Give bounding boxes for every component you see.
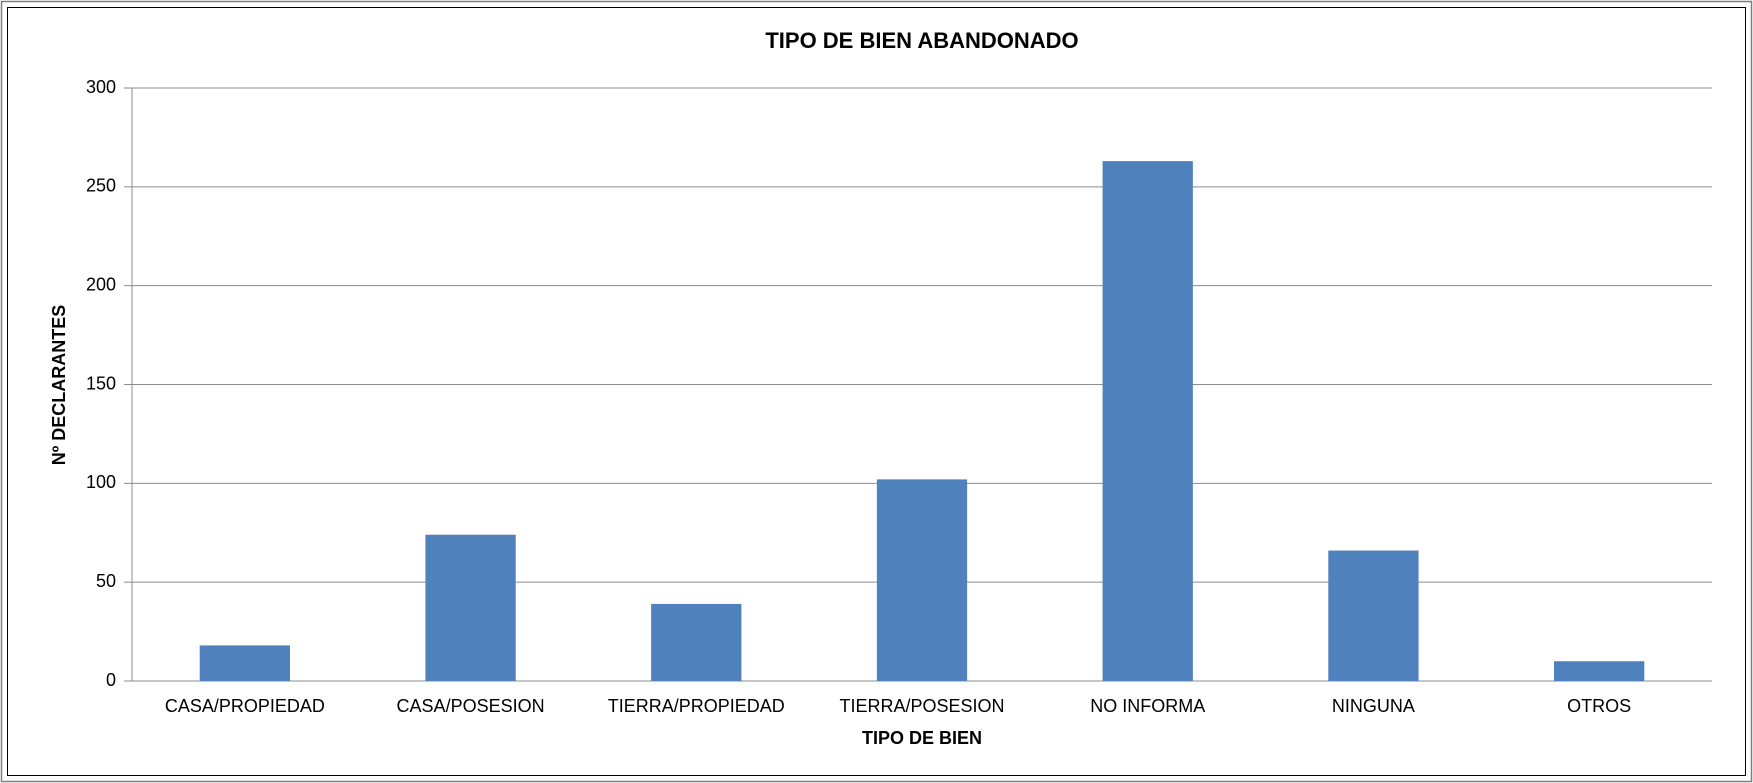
x-tick-label: NINGUNA xyxy=(1332,696,1415,716)
y-tick-label: 50 xyxy=(96,571,116,591)
y-tick-label: 0 xyxy=(106,670,116,690)
bar xyxy=(425,534,516,681)
y-tick-label: 150 xyxy=(86,373,116,393)
bar xyxy=(651,603,742,681)
y-tick-label: 100 xyxy=(86,472,116,492)
x-tick-label: TIERRA/PROPIEDAD xyxy=(608,696,785,716)
bar xyxy=(876,479,968,681)
y-axis-title: Nº DECLARANTES xyxy=(49,305,69,466)
bar xyxy=(1554,661,1645,681)
x-tick-label: NO INFORMA xyxy=(1090,696,1205,716)
bar xyxy=(1102,161,1193,682)
bar xyxy=(199,645,290,681)
chart-title: TIPO DE BIEN ABANDONADO xyxy=(765,28,1078,53)
y-tick-label: 250 xyxy=(86,176,116,196)
y-tick-label: 300 xyxy=(86,77,116,97)
y-tick-label: 200 xyxy=(86,274,116,294)
x-tick-label: TIERRA/POSESION xyxy=(839,696,1004,716)
x-tick-label: OTROS xyxy=(1567,696,1631,716)
bar xyxy=(1328,550,1419,681)
x-tick-label: CASA/PROPIEDAD xyxy=(165,696,325,716)
x-tick-label: CASA/POSESION xyxy=(397,696,545,716)
chart-border xyxy=(7,7,1746,776)
x-axis-title: TIPO DE BIEN xyxy=(862,728,982,748)
